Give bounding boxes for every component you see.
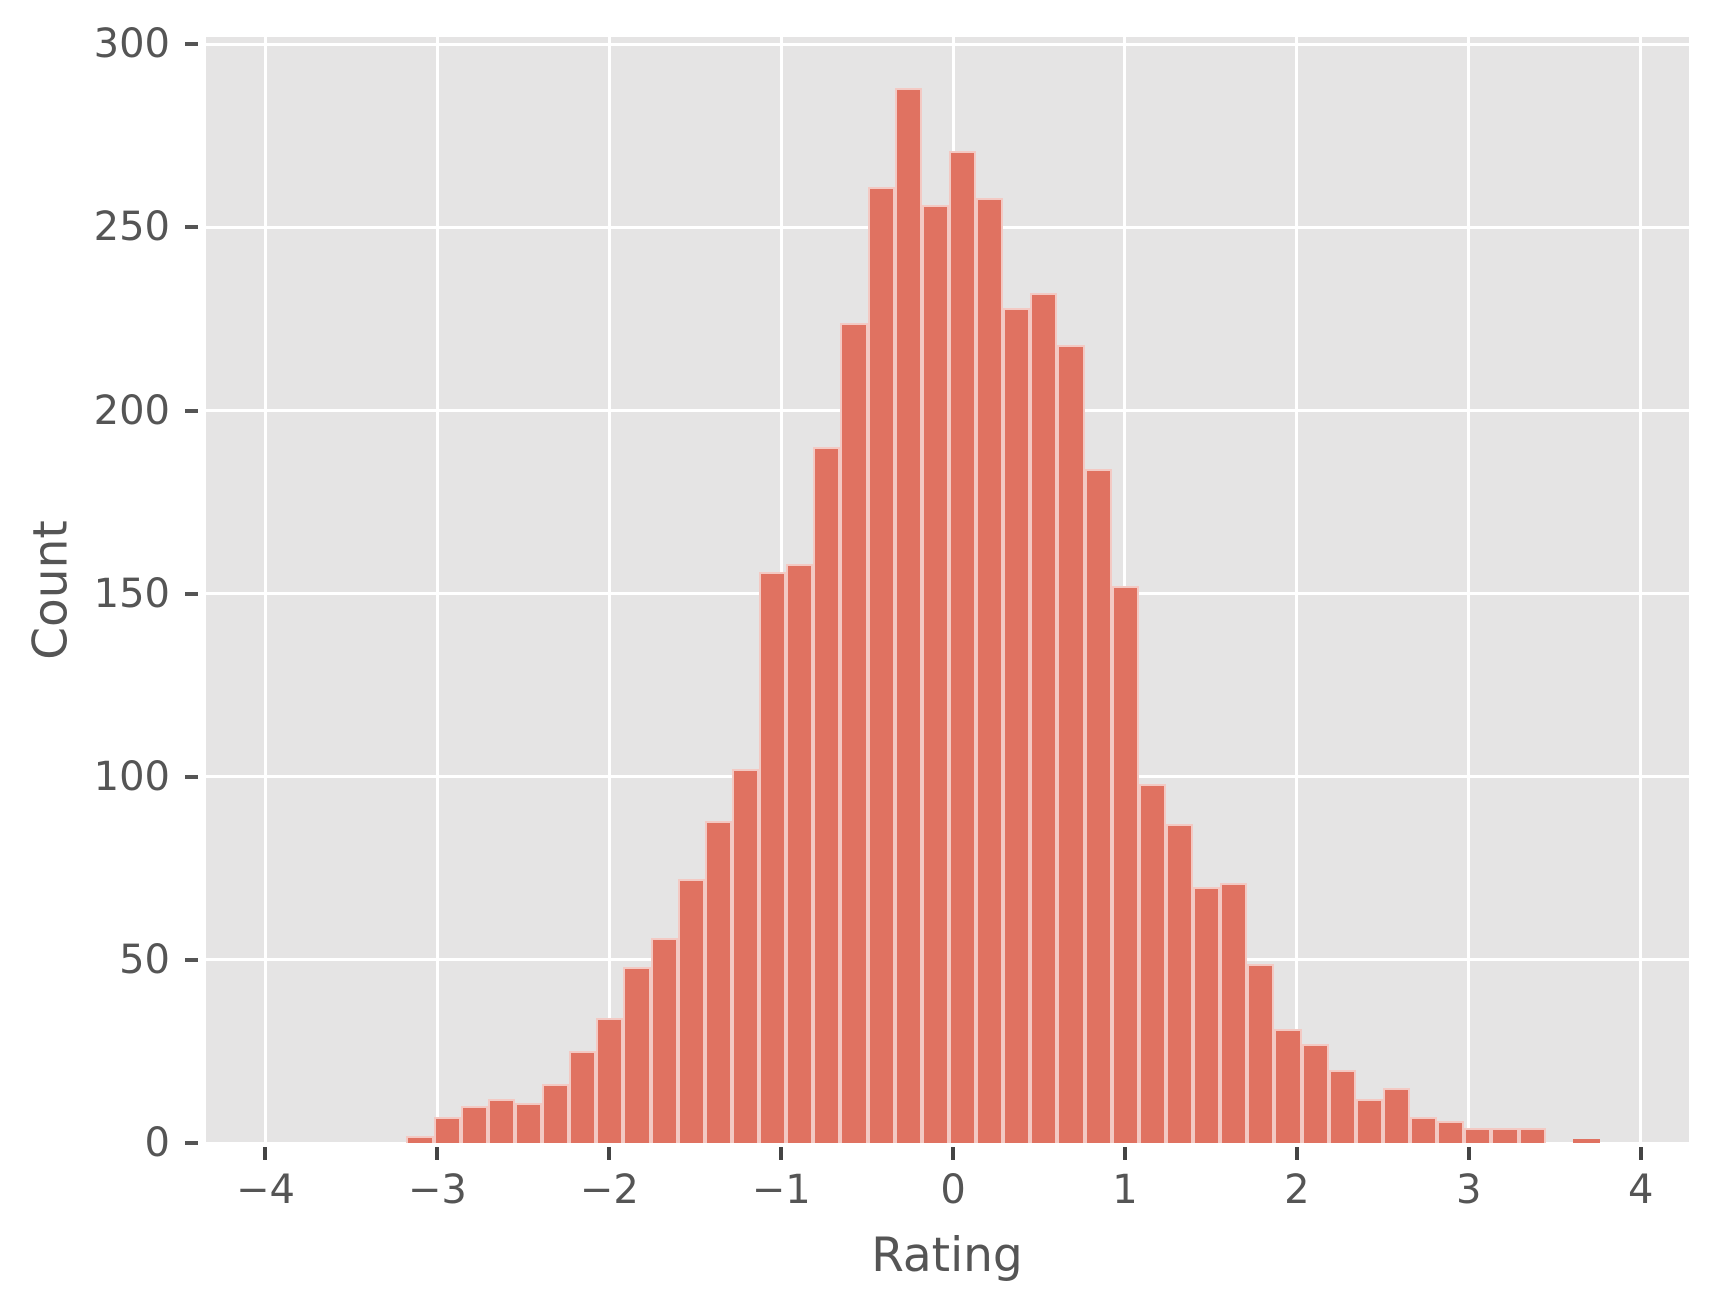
x-tick-mark (435, 1147, 440, 1160)
x-tick-mark (1466, 1147, 1471, 1160)
x-tick-label: 0 (940, 1167, 966, 1213)
histogram-bar (976, 198, 1004, 1143)
x-tick-mark (1122, 1147, 1127, 1160)
histogram-bar (1518, 1128, 1546, 1143)
y-tick-label: 200 (93, 387, 170, 434)
y-tick-label: 50 (119, 936, 170, 983)
horizontal-gridline (206, 42, 1689, 46)
histogram-bar (921, 205, 949, 1143)
histogram-bar (1410, 1117, 1438, 1143)
x-tick-mark (1294, 1147, 1299, 1160)
histogram-bar (1247, 963, 1275, 1143)
y-tick-label: 150 (93, 570, 170, 617)
x-tick-mark (607, 1147, 612, 1160)
histogram-bar (1355, 1099, 1383, 1143)
histogram-bar (813, 447, 841, 1143)
vertical-gridline (263, 37, 267, 1143)
histogram-bar (948, 150, 977, 1143)
histogram-bar (1165, 824, 1194, 1143)
vertical-gridline (435, 37, 439, 1143)
y-tick-mark (185, 225, 198, 230)
y-tick-mark (185, 591, 198, 596)
y-tick-label: 100 (93, 753, 170, 800)
histogram-bar (514, 1102, 543, 1143)
x-tick-label: 4 (1627, 1167, 1654, 1213)
histogram-bar (1084, 469, 1112, 1143)
y-tick-mark (185, 42, 198, 47)
vertical-gridline (1639, 37, 1643, 1143)
x-tick-label: 3 (1456, 1167, 1482, 1213)
histogram-bar (542, 1084, 570, 1143)
y-axis-label: Count (23, 520, 79, 660)
histogram-bar (1491, 1128, 1519, 1143)
x-tick-label: −1 (751, 1167, 811, 1213)
histogram-bar (650, 937, 678, 1143)
vertical-gridline (1467, 37, 1471, 1143)
histogram-bar (569, 1051, 597, 1143)
histogram-bar (406, 1135, 434, 1143)
histogram-bar (1193, 886, 1221, 1143)
histogram-bar (894, 88, 922, 1143)
x-tick-mark (779, 1147, 784, 1160)
x-tick-mark (263, 1147, 268, 1160)
histogram-bar (840, 322, 868, 1143)
histogram-bar (1003, 308, 1031, 1143)
y-tick-label: 300 (93, 21, 170, 68)
histogram-bar (1111, 586, 1139, 1143)
histogram-bar (759, 571, 787, 1143)
y-tick-mark (185, 957, 198, 962)
histogram-bar (1057, 344, 1085, 1143)
histogram-bar (1301, 1044, 1329, 1143)
histogram-bar (1572, 1139, 1600, 1143)
histogram-bar (596, 1018, 624, 1143)
histogram-bar (704, 820, 732, 1143)
x-tick-label: −4 (235, 1167, 295, 1213)
histogram-bar (1328, 1069, 1356, 1143)
x-tick-label: 1 (1112, 1167, 1138, 1213)
histogram-bar (786, 564, 814, 1143)
histogram-bar (623, 967, 651, 1143)
histogram-bar (867, 187, 895, 1143)
x-tick-mark (951, 1147, 956, 1160)
y-tick-label: 0 (144, 1120, 170, 1166)
x-axis-label: Rating (871, 1228, 1023, 1283)
vertical-gridline (1295, 37, 1299, 1143)
histogram-bar (677, 879, 705, 1143)
y-tick-mark (185, 1141, 198, 1145)
x-tick-label: −2 (579, 1167, 639, 1213)
histogram-bar (1138, 784, 1166, 1143)
histogram-bar (1437, 1121, 1465, 1143)
y-tick-mark (185, 774, 198, 779)
histogram-bar (487, 1099, 515, 1143)
histogram-bar (460, 1106, 488, 1143)
histogram-bar (1464, 1128, 1492, 1143)
histogram-bar (433, 1117, 461, 1143)
x-tick-label: −3 (407, 1167, 467, 1213)
histogram-bar (1274, 1029, 1302, 1143)
x-tick-label: 2 (1284, 1167, 1310, 1213)
histogram-bar (1030, 293, 1058, 1143)
histogram-bar (1220, 882, 1248, 1143)
vertical-gridline (607, 37, 611, 1143)
plot-area (206, 37, 1689, 1143)
histogram-bar (731, 769, 760, 1143)
y-tick-label: 250 (93, 204, 170, 251)
y-tick-mark (185, 408, 198, 413)
histogram-bar (1382, 1088, 1411, 1143)
x-tick-mark (1638, 1147, 1643, 1160)
